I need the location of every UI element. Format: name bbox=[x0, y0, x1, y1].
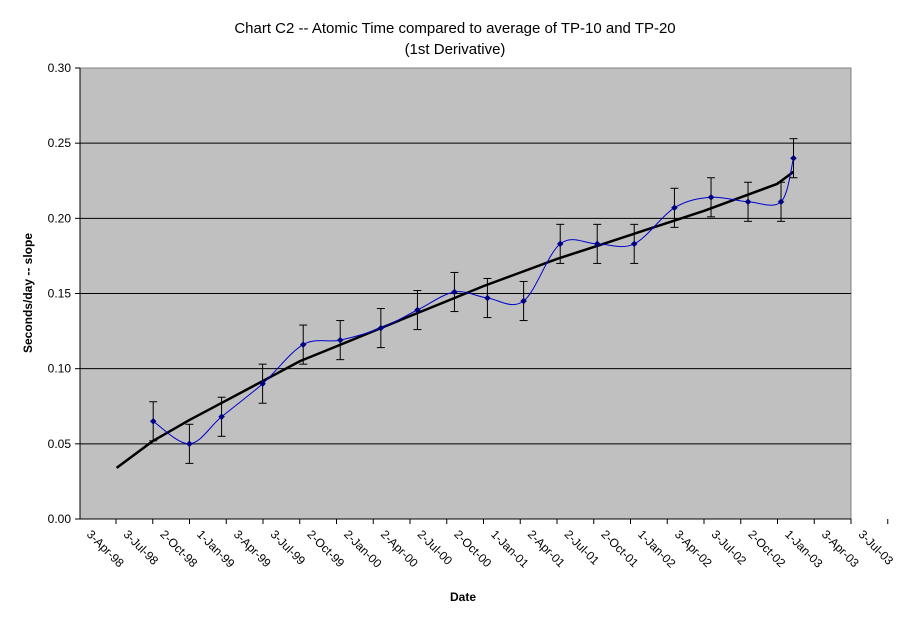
y-tick-label: 0.15 bbox=[48, 287, 72, 301]
data-point bbox=[377, 324, 385, 332]
y-tick-label: 0.20 bbox=[48, 211, 72, 225]
y-tick-label: 0.25 bbox=[48, 136, 72, 150]
data-point bbox=[671, 204, 678, 212]
data-point bbox=[218, 413, 225, 421]
data-point bbox=[593, 240, 601, 248]
y-tick-label: 0.10 bbox=[48, 362, 72, 376]
data-point bbox=[520, 297, 527, 305]
data-point bbox=[414, 306, 421, 314]
data-point bbox=[149, 417, 157, 425]
data-point bbox=[484, 294, 491, 302]
series-layer bbox=[149, 138, 798, 464]
data-point bbox=[630, 240, 638, 248]
data-point bbox=[336, 336, 344, 344]
y-axis-label: Seconds/day -- slope bbox=[21, 233, 35, 353]
y-tick-label: 0.30 bbox=[48, 61, 72, 75]
data-point bbox=[259, 380, 266, 388]
data-point bbox=[790, 154, 797, 162]
y-tick-label: 0.05 bbox=[48, 437, 72, 451]
data-point bbox=[451, 288, 458, 296]
trendline bbox=[115, 170, 795, 469]
data-point bbox=[707, 193, 715, 201]
data-point bbox=[744, 198, 752, 206]
y-tick-label: 0.00 bbox=[48, 512, 72, 526]
data-point bbox=[299, 341, 307, 348]
data-point bbox=[186, 440, 193, 448]
chart-title: Chart C2 -- Atomic Time compared to aver… bbox=[234, 20, 675, 37]
chart-subtitle: (1st Derivative) bbox=[405, 41, 506, 58]
x-axis-label: Date bbox=[450, 590, 476, 604]
data-point bbox=[777, 198, 785, 206]
data-point bbox=[556, 240, 564, 248]
trendline-layer bbox=[115, 170, 795, 469]
